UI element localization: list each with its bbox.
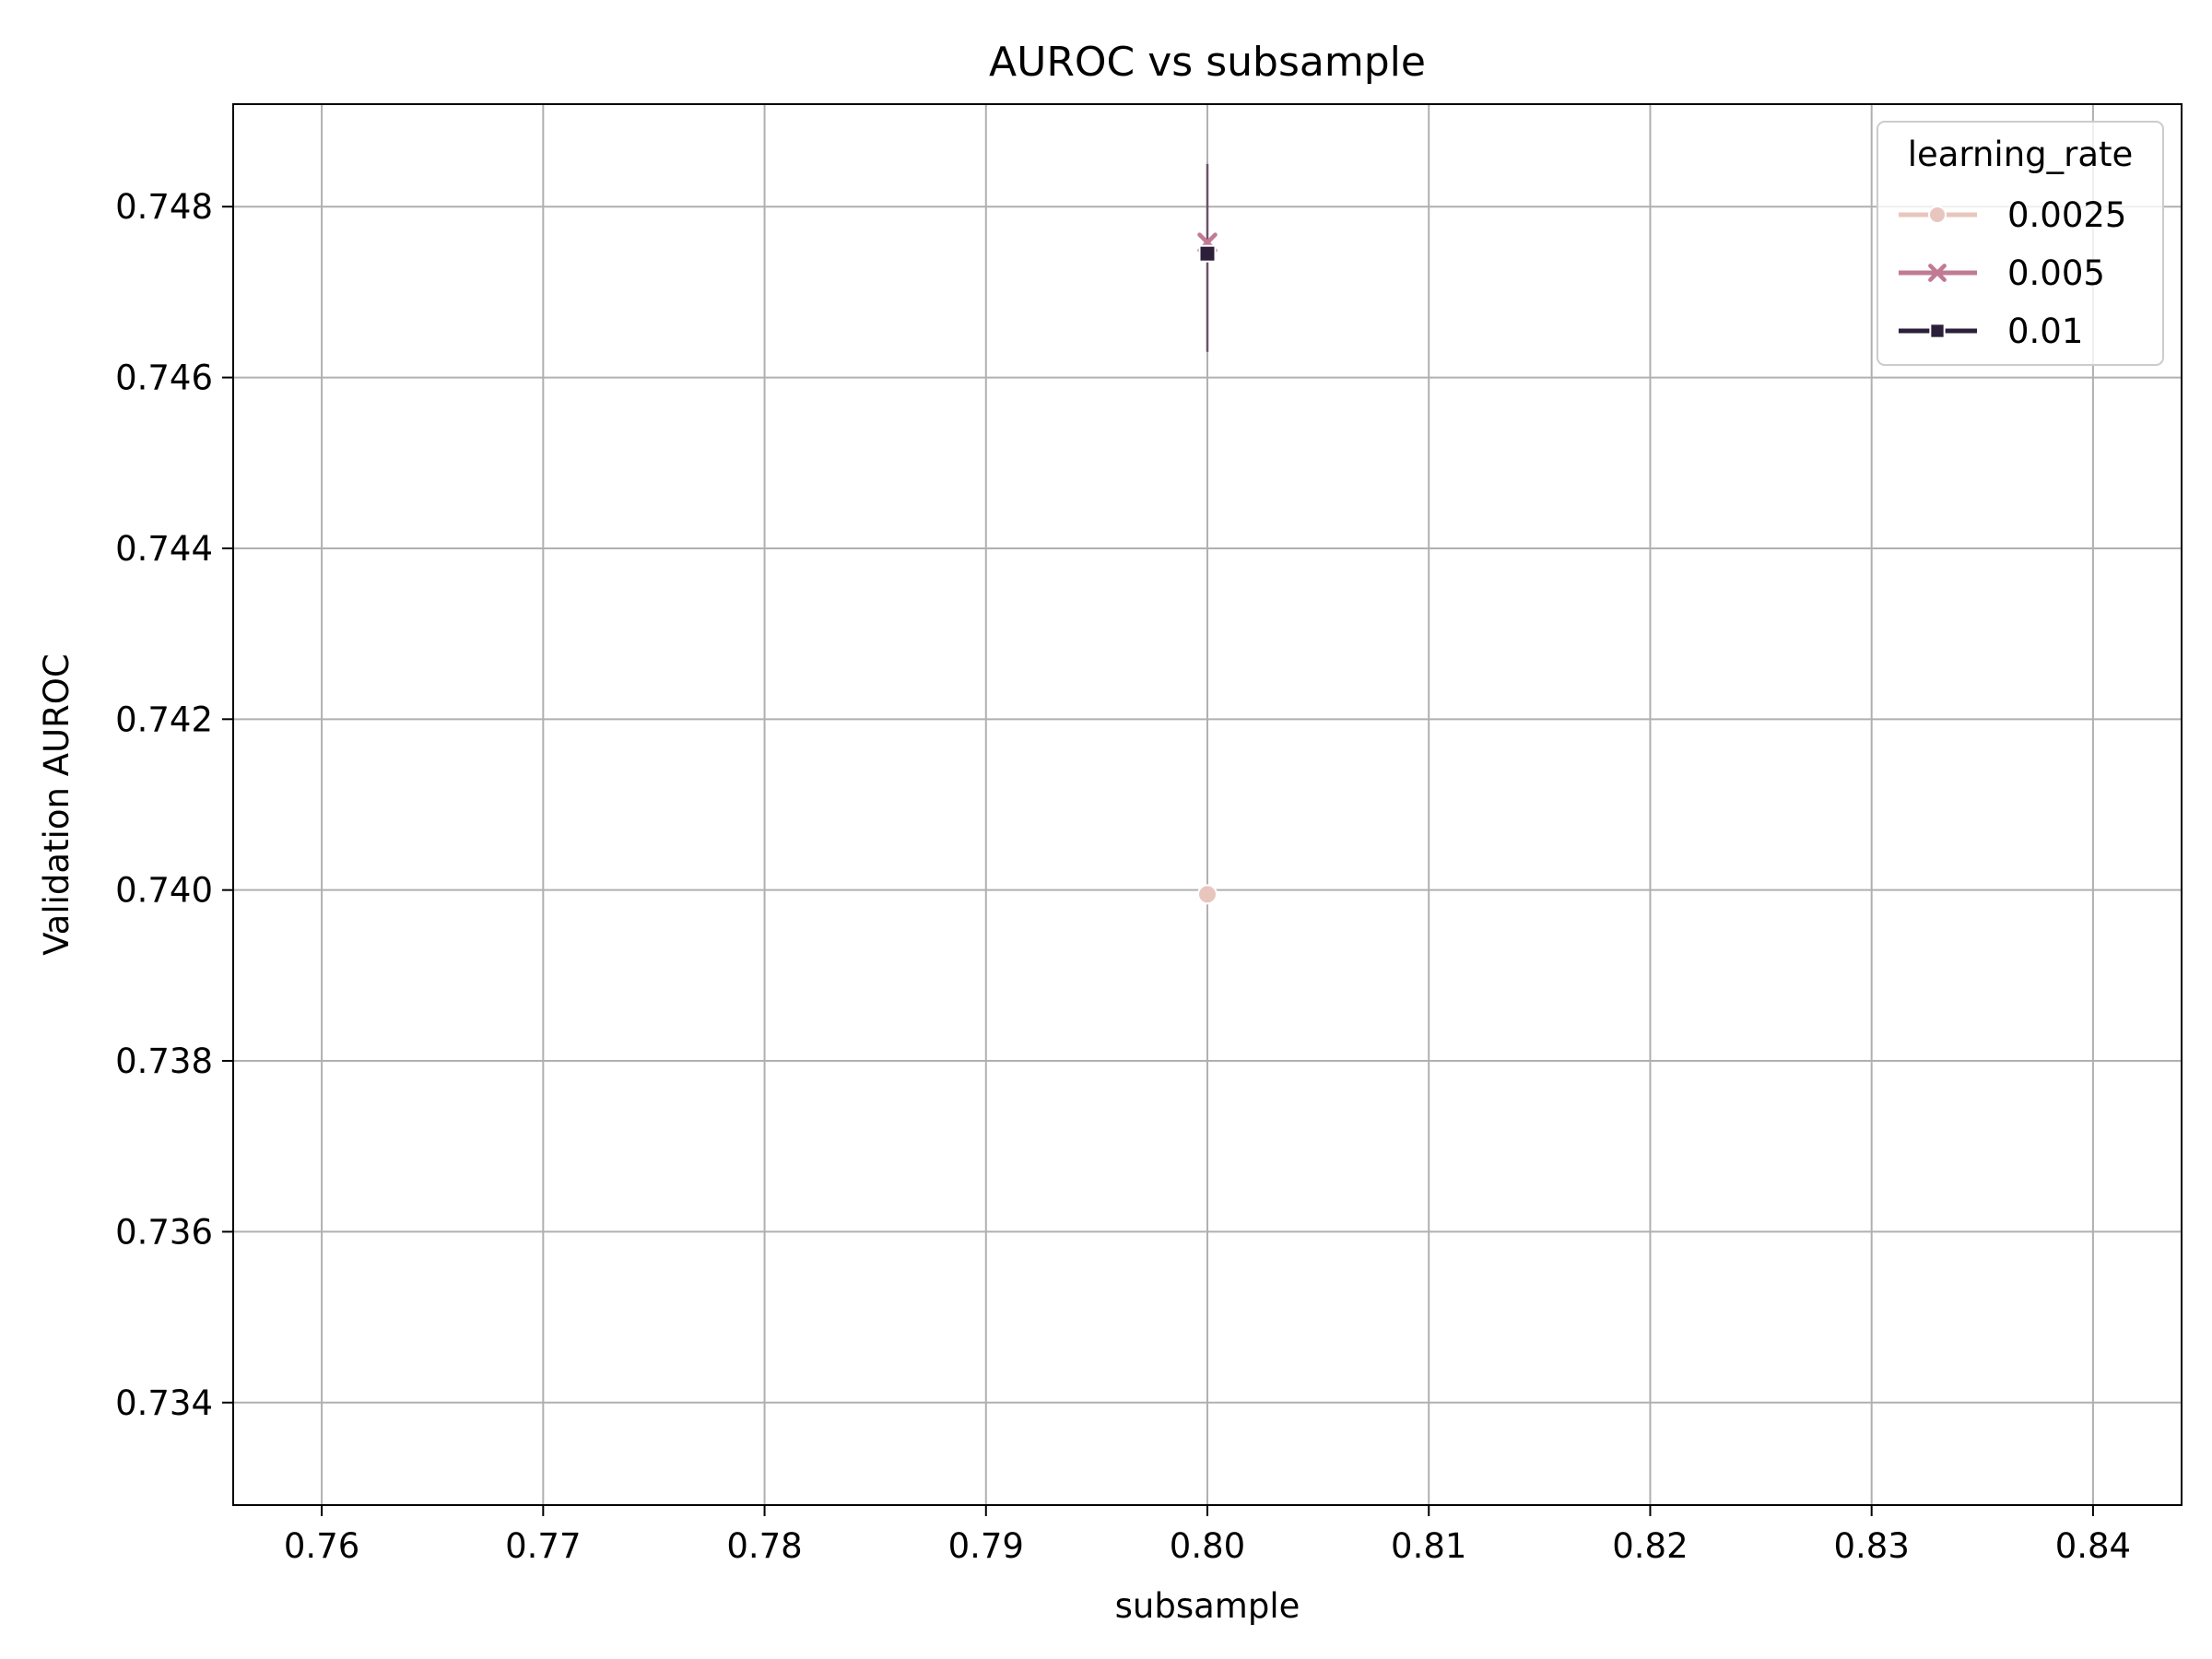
y-tick-label: 0.736 bbox=[115, 1212, 213, 1252]
data-point bbox=[1198, 244, 1217, 263]
y-tick-label: 0.740 bbox=[115, 871, 213, 911]
data-point bbox=[1197, 884, 1218, 905]
x-tick-label: 0.82 bbox=[1612, 1526, 1688, 1566]
legend-entry: 0.0025 bbox=[1899, 195, 2126, 235]
y-tick-label: 0.738 bbox=[115, 1041, 213, 1081]
legend-label: 0.0025 bbox=[2007, 195, 2126, 235]
x-tick-label: 0.83 bbox=[1833, 1526, 1909, 1566]
data-point bbox=[1928, 206, 1947, 224]
markers bbox=[1197, 232, 1218, 905]
x-axis-label: subsample bbox=[1115, 1586, 1300, 1626]
y-tick-label: 0.742 bbox=[115, 700, 213, 739]
x-tick-label: 0.78 bbox=[726, 1526, 802, 1566]
legend: learning_rate 0.0025 0.005 0.01 bbox=[1877, 121, 2164, 366]
legend-entries: 0.0025 0.005 0.01 bbox=[1899, 195, 2126, 351]
y-axis-label: Validation AUROC bbox=[37, 653, 76, 956]
legend-title: learning_rate bbox=[1908, 135, 2134, 174]
data-point bbox=[1929, 323, 1946, 339]
x-tick-label: 0.77 bbox=[505, 1526, 581, 1566]
legend-box bbox=[1877, 121, 2164, 366]
x-tick-label: 0.81 bbox=[1391, 1526, 1466, 1566]
legend-label: 0.01 bbox=[2007, 312, 2083, 351]
y-tick-label: 0.748 bbox=[115, 187, 213, 227]
x-tick-label: 0.79 bbox=[948, 1526, 1024, 1566]
x-tick-label: 0.84 bbox=[2055, 1526, 2131, 1566]
chart-title: AUROC vs subsample bbox=[989, 39, 1426, 86]
y-tick-label: 0.744 bbox=[115, 529, 213, 569]
y-ticks: 0.734 0.736 0.738 0.740 0.742 0.744 0.746 0.748 bbox=[115, 187, 233, 1423]
legend-label: 0.005 bbox=[2007, 253, 2105, 293]
legend-entry: 0.005 bbox=[1899, 253, 2105, 293]
x-tick-label: 0.76 bbox=[284, 1526, 359, 1566]
x-ticks: 0.76 0.77 0.78 0.79 0.80 0.81 0.82 0.83 0.84 bbox=[284, 1505, 2131, 1566]
legend-entry: 0.01 bbox=[1899, 312, 2083, 351]
y-tick-label: 0.746 bbox=[115, 359, 213, 398]
y-tick-label: 0.734 bbox=[115, 1383, 213, 1423]
x-tick-label: 0.80 bbox=[1170, 1526, 1245, 1566]
data-point bbox=[1928, 264, 1947, 282]
